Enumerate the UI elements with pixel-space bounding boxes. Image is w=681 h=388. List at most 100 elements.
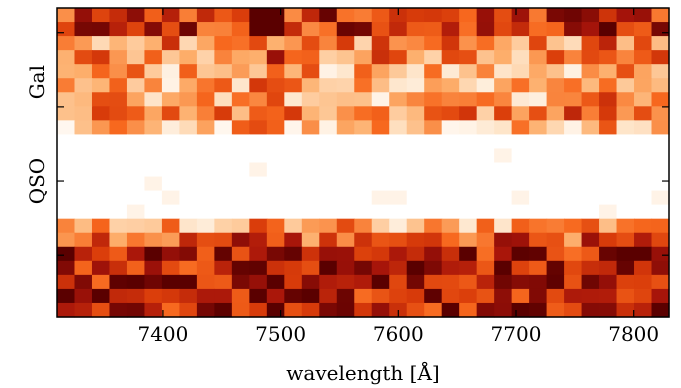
heatmap-cell (406, 78, 425, 93)
heatmap-cell (424, 106, 443, 121)
heatmap-cell (389, 78, 408, 93)
heatmap-cell (301, 176, 320, 192)
heatmap-cell (301, 204, 320, 220)
heatmap-cell (319, 78, 338, 93)
heatmap-cell (57, 260, 76, 276)
heatmap-cell (284, 162, 303, 178)
heatmap-cell (494, 274, 513, 290)
heatmap-cell (616, 22, 635, 37)
heatmap-cell (301, 260, 320, 276)
heatmap-cell (581, 204, 600, 220)
heatmap-cell (406, 260, 425, 276)
heatmap-cell (161, 162, 180, 178)
heatmap-cell (634, 246, 653, 262)
heatmap-cell (651, 120, 670, 136)
heatmap-cell (179, 302, 198, 318)
heatmap-cell (616, 232, 635, 248)
heatmap-cell (354, 106, 373, 121)
heatmap-cell (441, 50, 460, 65)
heatmap-cell (284, 218, 303, 234)
heatmap-cell (406, 204, 425, 220)
heatmap-cell (179, 148, 198, 164)
heatmap-cell (214, 204, 233, 220)
heatmap-cell (319, 162, 338, 178)
heatmap-cell (179, 36, 198, 51)
heatmap-cell (581, 22, 600, 37)
heatmap-cell (179, 176, 198, 192)
heatmap-cell (196, 64, 215, 79)
heatmap-cell (126, 204, 146, 220)
heatmap-cell (494, 218, 513, 234)
heatmap-cell (74, 50, 93, 65)
heatmap-cell (144, 8, 163, 23)
heatmap-cell (406, 148, 425, 164)
heatmap-cell (319, 176, 338, 192)
heatmap-cell (91, 176, 111, 192)
heatmap-cell (494, 288, 513, 304)
heatmap-cell (266, 134, 285, 150)
heatmap-cell (249, 50, 268, 65)
heatmap-cell (546, 78, 565, 93)
y-category-label: Gal (25, 65, 49, 99)
heatmap-cell (389, 232, 408, 248)
heatmap-cell (529, 120, 548, 136)
heatmap-cell (179, 106, 198, 121)
heatmap-cell (91, 246, 111, 262)
heatmap-cell (144, 120, 163, 136)
heatmap-cell (179, 232, 198, 248)
heatmap-cell (179, 22, 198, 37)
heatmap-cell (476, 36, 495, 51)
heatmap-cell (546, 232, 565, 248)
heatmap-cell (511, 190, 530, 206)
heatmap-cell (214, 232, 233, 248)
heatmap-cell (529, 176, 548, 192)
heatmap-cell (354, 232, 373, 248)
heatmap-cell (144, 162, 163, 178)
heatmap-cell (616, 120, 635, 136)
heatmap-cell (91, 22, 111, 37)
heatmap-cell (179, 92, 198, 107)
heatmap-cell (109, 204, 128, 220)
heatmap-cell (494, 64, 513, 79)
heatmap-cell (599, 162, 618, 178)
heatmap-cell (616, 274, 635, 290)
heatmap-cell (57, 204, 76, 220)
heatmap-cell (336, 148, 355, 164)
heatmap-cell (546, 190, 565, 206)
heatmap-cell (476, 288, 495, 304)
heatmap-cell (441, 22, 460, 37)
heatmap-cell (301, 246, 320, 262)
heatmap-cell (529, 162, 548, 178)
heatmap-cell (336, 92, 355, 107)
heatmap-cell (494, 50, 513, 65)
heatmap-cell (389, 92, 408, 107)
heatmap-cell (476, 8, 495, 23)
heatmap-cell (371, 8, 390, 23)
heatmap-cell (371, 246, 390, 262)
heatmap-cell (301, 148, 320, 164)
heatmap-cell (599, 260, 618, 276)
heatmap-cell (494, 190, 513, 206)
heatmap-cell (144, 22, 163, 37)
heatmap-cell (616, 8, 635, 23)
heatmap-cell (546, 148, 565, 164)
heatmap-cell (179, 218, 198, 234)
heatmap-cell (424, 274, 443, 290)
heatmap-cell (284, 120, 303, 136)
heatmap-cell (284, 36, 303, 51)
heatmap-cell (336, 260, 355, 276)
heatmap-cell (389, 50, 408, 65)
heatmap-cell (354, 8, 373, 23)
heatmap-cell (599, 22, 618, 37)
heatmap-cell (581, 92, 600, 107)
heatmap-cell (126, 148, 146, 164)
heatmap-cell (301, 232, 320, 248)
heatmap-cell (599, 92, 618, 107)
heatmap-cell (109, 176, 128, 192)
heatmap-cell (354, 204, 373, 220)
heatmap-cell (161, 92, 180, 107)
heatmap-cell (214, 176, 233, 192)
heatmap-cell (214, 120, 233, 136)
heatmap-cell (424, 246, 443, 262)
